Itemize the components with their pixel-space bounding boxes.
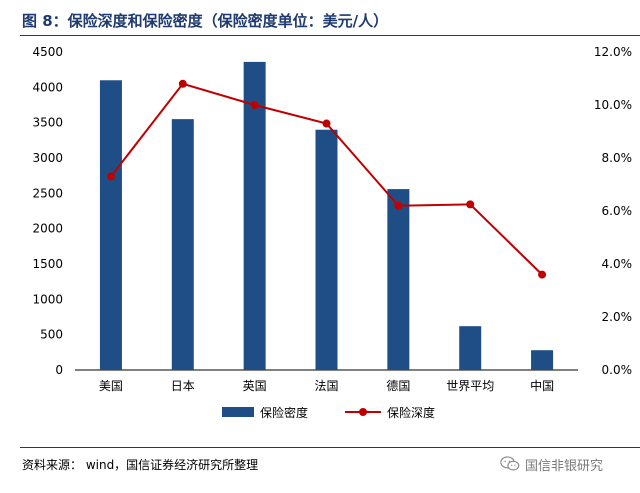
x-tick-label: 法国: [314, 379, 338, 393]
legend-line-marker: [359, 408, 367, 416]
legend-bar-label: 保险密度: [260, 405, 308, 420]
depth-point: [322, 119, 331, 128]
insurance-chart: 0 500 1000 1500 2000 2500 3000 3500 4000 4500 0.0%…: [32, 45, 632, 420]
density-bars: [99, 61, 554, 371]
depth-line: [106, 79, 547, 279]
x-tick-label: 日本: [171, 379, 195, 393]
y-left-tick-label: 4000: [32, 80, 63, 94]
density-bar: [387, 189, 410, 370]
y-left-tick-label: 2500: [32, 186, 63, 200]
density-bar: [459, 326, 482, 370]
x-tick-label: 德国: [386, 378, 410, 393]
x-tick-label: 英国: [243, 379, 267, 393]
y-left-tick-label: 2000: [32, 222, 63, 236]
source-note: 资料来源： wind，国信证券经济研究所整理: [22, 458, 259, 472]
watermark-text: 国信非银研究: [525, 458, 604, 474]
density-bar: [243, 61, 266, 370]
y-left-tick-label: 4500: [32, 45, 63, 59]
wechat-icon: [500, 456, 520, 471]
x-tick-label: 中国: [530, 378, 554, 393]
legend-line-label: 保险深度: [387, 405, 435, 420]
y-right-tick-label: 4.0%: [602, 257, 633, 271]
chart-axes: 0 500 1000 1500 2000 2500 3000 3500 4000 4500 0.0%…: [32, 45, 632, 393]
y-right-tick-label: 12.0%: [594, 45, 632, 59]
depth-point: [538, 270, 547, 279]
y-left-tick-label: 0: [55, 363, 63, 377]
figure-title-bar: 图 8：保险深度和保险密度（保险密度单位：美元/人）: [0, 4, 640, 34]
y-left-tick-label: 500: [40, 328, 63, 342]
y-left-tick-label: 3500: [32, 116, 63, 130]
y-left-tick-label: 1500: [32, 257, 63, 271]
chart-legend: 保险密度 保险深度: [222, 405, 435, 420]
y-right-tick-label: 0.0%: [602, 363, 633, 377]
x-tick-label: 世界平均: [446, 379, 494, 393]
figure-title: 图 8：保险深度和保险密度（保险密度单位：美元/人）: [22, 12, 389, 30]
y-right-tick-label: 10.0%: [594, 98, 632, 112]
legend-bar-swatch: [222, 407, 254, 417]
depth-point: [106, 172, 115, 181]
depth-point: [466, 200, 475, 209]
y-left-tick-label: 3000: [32, 151, 63, 165]
y-right-tick-label: 6.0%: [602, 204, 633, 218]
x-tick-label: 美国: [99, 379, 123, 393]
density-bar: [315, 129, 338, 370]
density-bar: [531, 350, 554, 370]
density-bar: [99, 80, 122, 371]
depth-point: [250, 101, 259, 109]
density-bar: [171, 119, 194, 370]
y-right-tick-label: 2.0%: [602, 310, 633, 324]
watermark: 国信非银研究: [500, 452, 603, 476]
y-left-tick-label: 1000: [32, 292, 63, 306]
y-right-tick-label: 8.0%: [602, 151, 633, 165]
depth-point: [178, 79, 187, 88]
title-divider: [20, 35, 640, 36]
source-divider: [20, 447, 640, 448]
depth-point: [394, 201, 403, 210]
